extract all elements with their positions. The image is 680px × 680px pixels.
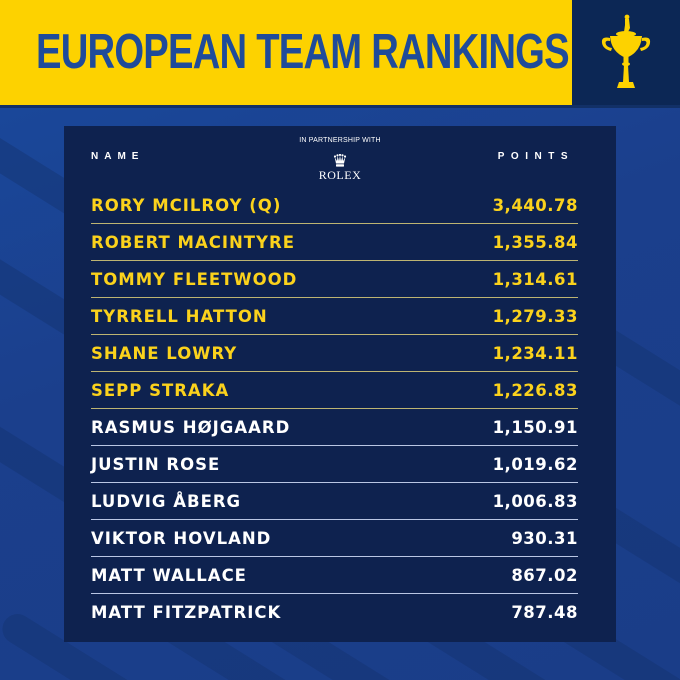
player-points: 1,314.61: [492, 269, 578, 289]
player-name: RORY MCILROY (Q): [91, 195, 282, 215]
player-name: TOMMY FLEETWOOD: [91, 269, 298, 289]
player-name: MATT WALLACE: [91, 565, 247, 585]
rolex-wordmark: ROLEX: [318, 168, 362, 182]
logo-box: [572, 0, 680, 105]
table-row: LUDVIG ÅBERG 1,006.83: [91, 483, 578, 520]
player-name: RASMUS HØJGAARD: [91, 417, 291, 437]
player-points: 1,234.11: [492, 343, 578, 363]
table-row: MATT FITZPATRICK 787.48: [91, 594, 578, 631]
player-points: 787.48: [511, 603, 578, 622]
player-points: 3,440.78: [492, 195, 578, 215]
page-title: EUROPEAN TEAM RANKINGS: [36, 25, 570, 79]
title-banner: EUROPEAN TEAM RANKINGS: [0, 0, 572, 105]
rolex-crown-icon: [333, 154, 347, 167]
player-points: 867.02: [511, 565, 578, 585]
player-name: JUSTIN ROSE: [91, 454, 221, 474]
table-row: TOMMY FLEETWOOD 1,314.61: [91, 261, 578, 298]
header-divider: [0, 105, 680, 108]
table-row: SHANE LOWRY 1,234.11: [91, 335, 578, 372]
player-name: SHANE LOWRY: [91, 343, 238, 363]
player-points: 1,279.33: [492, 306, 578, 326]
player-points: 1,150.91: [492, 417, 578, 437]
table-row: MATT WALLACE 867.02: [91, 557, 578, 594]
player-name: SEPP STRAKA: [91, 380, 230, 400]
table-row: TYRRELL HATTON 1,279.33: [91, 298, 578, 335]
table-row: VIKTOR HOVLAND 930.31: [91, 520, 578, 557]
player-points: 930.31: [511, 528, 578, 548]
table-row: ROBERT MACINTYRE 1,355.84: [91, 224, 578, 261]
ryder-cup-trophy-icon: [601, 14, 651, 88]
table-row: SEPP STRAKA 1,226.83: [91, 372, 578, 409]
partner-label: IN PARTNERSHIP WITH: [299, 137, 381, 144]
points-column-header: POINTS: [497, 151, 574, 162]
player-points: 1,226.83: [492, 380, 578, 400]
table-row: JUSTIN ROSE 1,019.62: [91, 446, 578, 483]
player-name: VIKTOR HOVLAND: [91, 528, 272, 548]
sponsor-block: IN PARTNERSHIP WITH ROLEX: [64, 137, 616, 183]
name-column-header: NAME: [91, 151, 145, 162]
player-points: 1,355.84: [492, 232, 578, 252]
player-name: MATT FITZPATRICK: [91, 603, 282, 622]
rankings-list: RORY MCILROY (Q) 3,440.78 ROBERT MACINTY…: [91, 187, 578, 631]
player-points: 1,006.83: [492, 491, 578, 511]
rankings-card: NAME POINTS IN PARTNERSHIP WITH ROLEX RO…: [64, 126, 616, 642]
player-points: 1,019.62: [492, 454, 578, 474]
player-name: LUDVIG ÅBERG: [91, 491, 242, 511]
table-row: RORY MCILROY (Q) 3,440.78: [91, 187, 578, 224]
table-row: RASMUS HØJGAARD 1,150.91: [91, 409, 578, 446]
player-name: TYRRELL HATTON: [91, 306, 268, 326]
player-name: ROBERT MACINTYRE: [91, 232, 295, 252]
